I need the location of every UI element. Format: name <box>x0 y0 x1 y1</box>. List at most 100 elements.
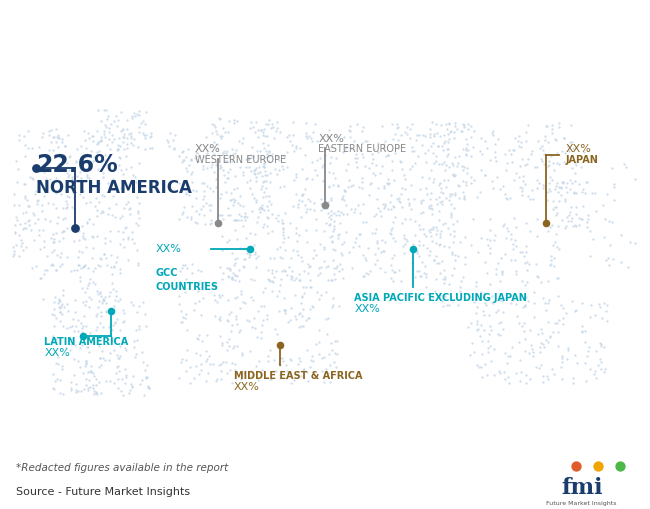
Point <box>305 284 315 292</box>
Point <box>398 231 409 239</box>
Point <box>424 228 435 236</box>
Point <box>413 252 424 261</box>
Point <box>294 276 305 285</box>
Point <box>517 277 527 286</box>
Point <box>263 117 274 125</box>
Point <box>206 129 216 137</box>
Point <box>101 378 112 386</box>
Point <box>602 301 612 309</box>
Point <box>127 172 138 180</box>
Point <box>255 204 266 212</box>
Point <box>80 159 90 167</box>
Point <box>330 275 341 284</box>
Point <box>246 293 256 301</box>
Point <box>566 217 577 225</box>
Point <box>23 218 33 226</box>
Point <box>177 157 188 165</box>
Point <box>350 155 361 163</box>
Point <box>538 341 548 349</box>
Point <box>532 177 542 185</box>
Point <box>302 315 313 323</box>
Point <box>146 130 156 138</box>
Point <box>123 236 133 244</box>
Point <box>466 133 476 142</box>
Point <box>55 263 66 271</box>
Point <box>79 262 90 270</box>
Point <box>462 140 473 149</box>
Point <box>196 337 207 346</box>
Point <box>541 123 552 131</box>
Point <box>136 348 147 356</box>
Point <box>449 190 460 198</box>
Point <box>198 202 208 210</box>
Point <box>630 240 640 248</box>
Point <box>49 322 59 330</box>
Point <box>55 250 66 258</box>
Point <box>547 130 557 138</box>
Point <box>511 300 521 308</box>
Point <box>523 155 533 163</box>
Point <box>119 244 129 252</box>
Point <box>127 301 138 309</box>
Point <box>101 307 111 316</box>
Point <box>440 137 450 146</box>
Point <box>311 216 322 224</box>
Point <box>92 323 102 331</box>
Point <box>127 382 137 390</box>
Point <box>422 245 432 253</box>
Point <box>339 187 350 195</box>
Point <box>400 129 410 137</box>
Point <box>448 265 459 273</box>
Point <box>194 210 204 218</box>
Point <box>280 246 290 254</box>
Point <box>81 357 91 365</box>
Point <box>20 220 30 228</box>
Point <box>96 118 107 126</box>
Point <box>224 154 234 162</box>
Text: MIDDLE EAST & AFRICA: MIDDLE EAST & AFRICA <box>234 371 363 380</box>
Point <box>495 185 506 193</box>
Point <box>249 315 259 323</box>
Point <box>563 344 573 352</box>
Point <box>335 249 346 258</box>
Point <box>322 133 333 142</box>
Point <box>461 136 471 144</box>
Point <box>14 137 24 145</box>
Point <box>369 213 379 221</box>
Point <box>96 166 107 175</box>
Point <box>12 178 22 186</box>
Point <box>275 354 285 362</box>
Point <box>456 277 467 285</box>
Point <box>483 337 493 346</box>
Point <box>542 188 552 196</box>
Point <box>263 266 274 274</box>
Point <box>223 205 233 213</box>
Point <box>46 261 57 269</box>
Point <box>455 238 465 246</box>
Point <box>226 366 236 374</box>
Point <box>257 139 268 148</box>
Point <box>329 225 339 233</box>
Point <box>294 309 305 317</box>
Point <box>491 174 502 182</box>
Point <box>135 381 145 389</box>
Point <box>339 187 349 195</box>
Point <box>48 133 58 142</box>
Point <box>328 245 339 253</box>
Point <box>443 301 454 309</box>
Point <box>557 358 567 366</box>
Point <box>393 136 404 145</box>
Point <box>49 299 60 307</box>
Point <box>599 233 609 241</box>
Point <box>565 208 575 216</box>
Point <box>49 386 59 394</box>
Point <box>112 122 122 130</box>
Text: WESTERN EUROPE: WESTERN EUROPE <box>195 155 286 164</box>
Point <box>248 297 258 305</box>
Point <box>458 146 469 154</box>
Point <box>476 321 487 329</box>
Point <box>541 219 551 228</box>
Point <box>590 375 601 383</box>
Point <box>411 247 422 256</box>
Point <box>87 254 98 263</box>
